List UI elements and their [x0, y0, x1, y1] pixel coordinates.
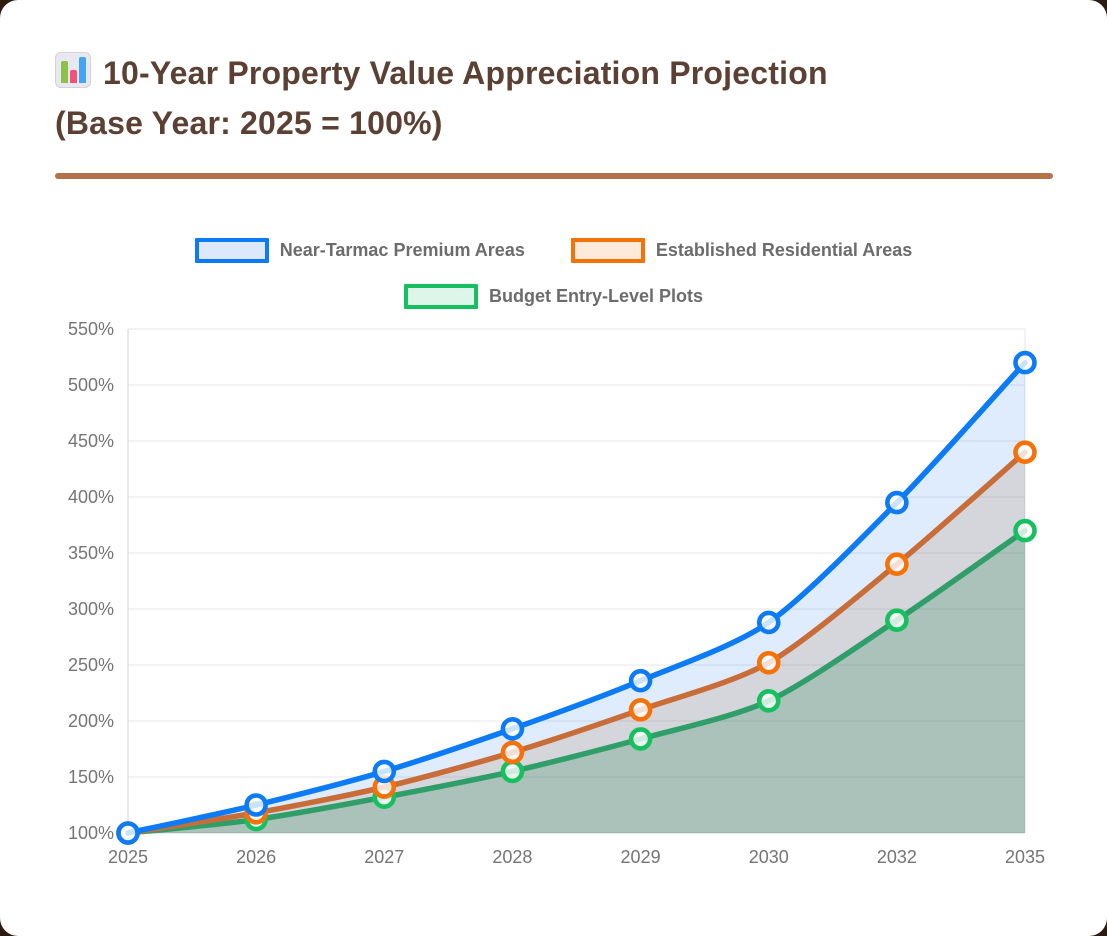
data-point	[1013, 350, 1037, 375]
legend-item[interactable]: Budget Entry-Level Plots	[403, 284, 704, 309]
legend-swatch	[570, 238, 645, 263]
x-axis-tick-label: 2028	[492, 847, 532, 867]
y-axis-tick-label: 300%	[68, 599, 114, 619]
x-axis-tick-label: 2026	[236, 847, 276, 867]
legend-swatch	[194, 238, 269, 263]
title-divider	[55, 173, 1053, 179]
y-axis-tick-label: 500%	[68, 375, 114, 395]
data-point	[1013, 440, 1037, 464]
legend-label: Established Residential Areas	[655, 240, 913, 260]
y-axis-tick-label: 250%	[68, 655, 114, 675]
data-point	[500, 759, 525, 784]
y-axis-tick-label: 450%	[68, 431, 114, 451]
data-point	[885, 552, 909, 577]
data-point	[628, 727, 653, 751]
y-axis-tick-label: 350%	[68, 543, 114, 563]
data-point	[756, 610, 781, 635]
legend-item[interactable]: Established Residential Areas	[570, 238, 913, 263]
data-point	[244, 793, 268, 817]
data-point	[372, 759, 397, 784]
data-point	[885, 490, 909, 515]
chart-legend: Near-Tarmac Premium Areas Established Res…	[0, 238, 1107, 309]
y-axis-tick-label: 150%	[68, 767, 114, 787]
data-point	[116, 821, 140, 845]
series-area	[128, 362, 1025, 833]
x-axis-tick-label: 2027	[364, 847, 404, 867]
y-axis-tick-label: 100%	[68, 823, 114, 843]
data-point	[756, 650, 781, 675]
legend-label: Budget Entry-Level Plots	[488, 286, 704, 306]
legend-swatch	[403, 284, 478, 309]
x-axis-tick-label: 2025	[108, 847, 148, 867]
x-axis-tick-label: 2032	[877, 847, 917, 867]
x-axis-tick-label: 2035	[1005, 847, 1045, 867]
x-axis-tick-label: 2030	[749, 847, 789, 867]
header: 10-Year Property Value Appreciation Proj…	[55, 48, 1055, 148]
y-axis-tick-label: 550%	[68, 319, 114, 339]
data-point	[1013, 518, 1037, 543]
bar-chart-emoji-icon	[55, 52, 91, 88]
legend-row: Budget Entry-Level Plots	[403, 284, 704, 309]
legend-row: Near-Tarmac Premium Areas Established Res…	[194, 238, 913, 263]
legend-label: Near-Tarmac Premium Areas	[279, 240, 525, 260]
legend-item[interactable]: Near-Tarmac Premium Areas	[194, 238, 525, 263]
x-axis-tick-label: 2029	[621, 847, 661, 867]
data-point	[628, 668, 653, 693]
series-area	[128, 452, 1025, 833]
y-axis-tick-label: 200%	[68, 711, 114, 731]
data-point	[500, 717, 525, 741]
y-axis-tick-label: 400%	[68, 487, 114, 507]
data-point	[885, 608, 909, 633]
page-title: 10-Year Property Value Appreciation Proj…	[55, 48, 1055, 148]
data-point	[500, 740, 525, 765]
page-title-line2: (Base Year: 2025 = 100%)	[55, 105, 443, 141]
appreciation-chart[interactable]: 100% 150% 200% 250% 300% 350% 400% 450% 500% 550%…	[0, 300, 1107, 920]
data-point	[756, 689, 781, 713]
page-title-line1: 10-Year Property Value Appreciation Proj…	[103, 55, 828, 91]
data-point	[628, 697, 653, 722]
series-area	[128, 530, 1025, 833]
